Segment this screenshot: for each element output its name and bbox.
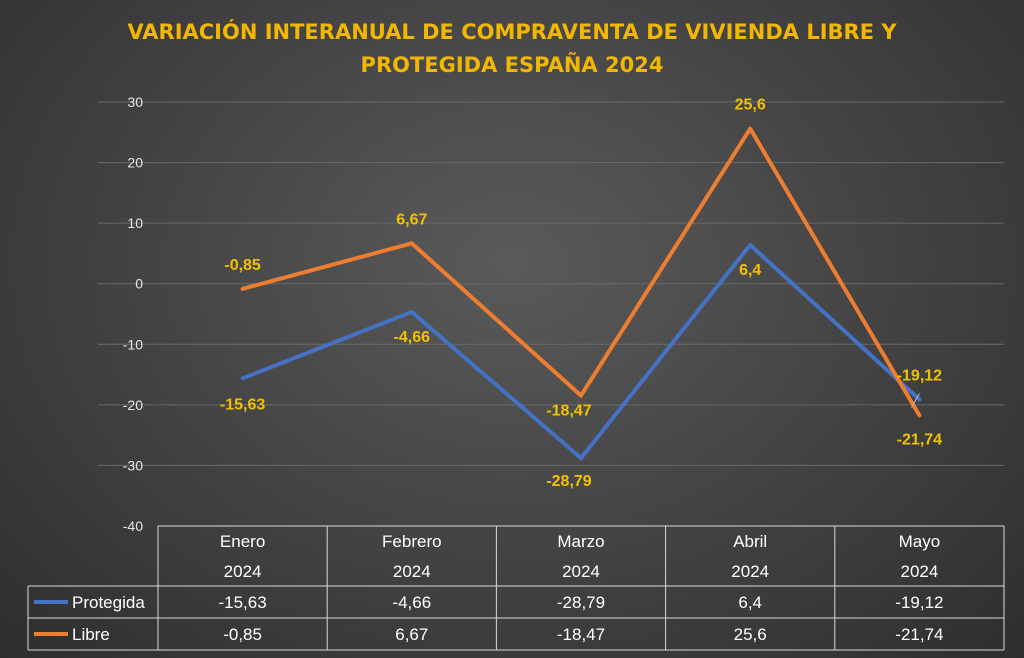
y-tick-label: -20: [123, 397, 143, 413]
category-label: Marzo: [557, 532, 604, 551]
table-value-cell: -18,47: [557, 625, 605, 644]
table-value-cell: 6,67: [395, 625, 428, 644]
data-label: 25,6: [735, 97, 766, 114]
y-tick-label: 20: [127, 155, 143, 171]
category-label: Abril: [733, 532, 767, 551]
category-label: 2024: [224, 562, 262, 581]
category-label: 2024: [731, 562, 769, 581]
category-label: 2024: [900, 562, 938, 581]
label-leader-line: [910, 393, 920, 408]
data-label: -4,66: [394, 329, 431, 346]
data-labels: -15,63 -4,66 -28,79 6,4 -19,12 -0,85 6,67 -18,4…: [220, 97, 942, 490]
table-value-cell: -19,12: [895, 593, 943, 612]
table-value-cell: -0,85: [223, 625, 262, 644]
chart-title-line-2: PROTEGIDA ESPAÑA 2024: [361, 52, 664, 77]
category-label: Febrero: [382, 532, 442, 551]
data-label: -19,12: [897, 368, 942, 385]
y-tick-label: 10: [127, 215, 143, 231]
table-value-cell: -15,63: [218, 593, 266, 612]
category-label: Mayo: [899, 532, 941, 551]
y-tick-label: 0: [135, 276, 143, 292]
series-lines: [240, 126, 922, 461]
category-label: 2024: [393, 562, 431, 581]
data-label: -28,79: [546, 473, 591, 490]
data-label: 6,67: [396, 211, 427, 228]
table-value-cell: -28,79: [557, 593, 605, 612]
category-label: 2024: [562, 562, 600, 581]
y-tick-label: -40: [123, 518, 143, 534]
data-label: -18,47: [546, 403, 591, 420]
data-label: -15,63: [220, 396, 265, 413]
category-label: Enero: [220, 532, 265, 551]
data-label: 6,4: [739, 262, 761, 279]
table-value-cell: -4,66: [392, 593, 431, 612]
y-tick-label: -30: [123, 457, 143, 473]
table-value-cell: -21,74: [895, 625, 943, 644]
legend-label: Libre: [72, 625, 110, 644]
series-line-protegida: [240, 242, 922, 461]
y-tick-label: -10: [123, 336, 143, 352]
table-value-cell: 6,4: [738, 593, 762, 612]
legend-label: Protegida: [72, 593, 145, 612]
table-value-cell: 25,6: [734, 625, 767, 644]
data-table: Enero 2024 Febrero 2024 Marzo 2024 Abril 2024 Ma…: [27, 525, 1005, 651]
y-tick-label: 30: [127, 94, 143, 110]
series-line-libre: [240, 126, 922, 418]
gridlines: [98, 101, 1004, 466]
data-label: -0,85: [224, 257, 261, 274]
chart-title-line-1: VARIACIÓN INTERANUAL DE COMPRAVENTA DE V…: [127, 19, 897, 44]
data-label: -21,74: [897, 431, 942, 448]
y-axis-ticks: 30 20 10 0 -10 -20 -30 -40: [123, 94, 143, 534]
